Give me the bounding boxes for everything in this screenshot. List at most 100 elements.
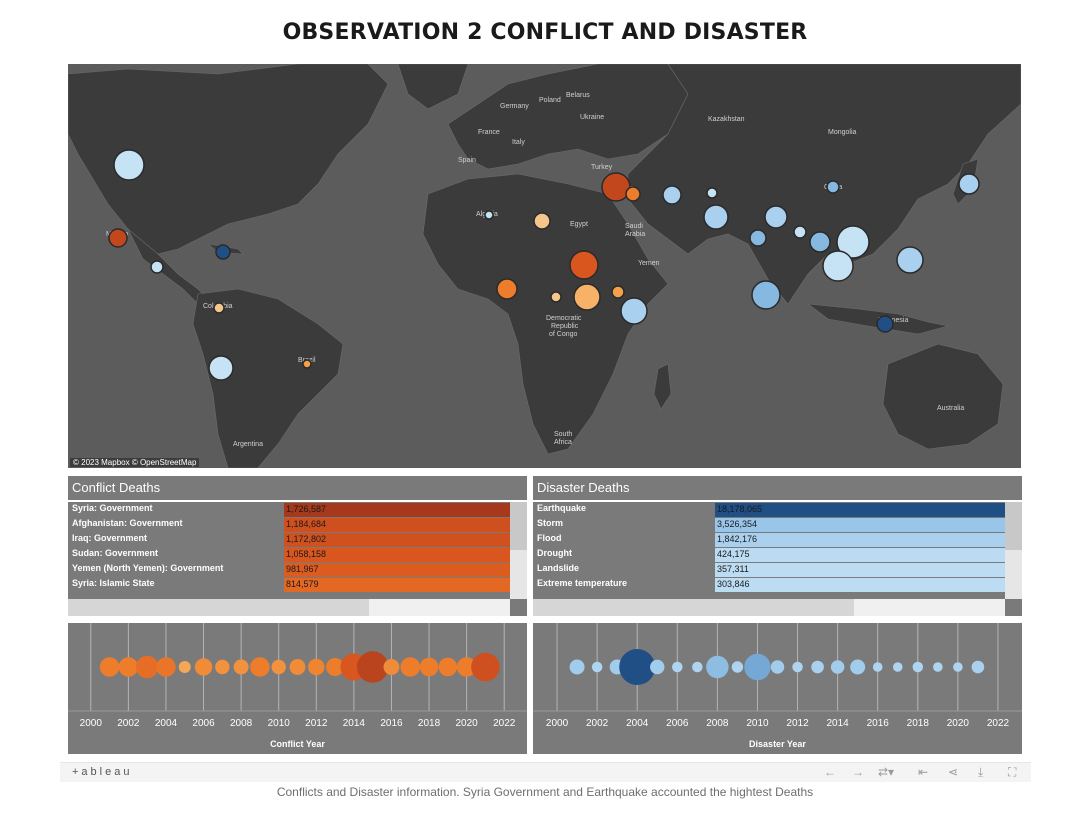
year-bubble[interactable] (326, 658, 345, 676)
year-bubble[interactable] (215, 659, 230, 675)
year-bubble[interactable] (830, 660, 845, 674)
year-bubble[interactable] (731, 661, 744, 673)
scroll-thumb[interactable] (68, 599, 369, 616)
map-marker[interactable] (896, 246, 924, 274)
year-bubble[interactable] (933, 662, 943, 672)
tableau-logo[interactable]: +ableau (72, 766, 133, 778)
year-bubble[interactable] (471, 652, 500, 682)
map-marker[interactable] (569, 250, 599, 280)
year-bubble[interactable] (419, 657, 439, 677)
map-marker[interactable] (620, 297, 648, 325)
year-bubble[interactable] (872, 662, 883, 672)
map-marker[interactable] (764, 205, 788, 229)
map-marker[interactable] (703, 204, 729, 230)
map-attribution[interactable]: © 2023 Mapbox © OpenStreetMap (70, 458, 200, 467)
year-bubble[interactable] (591, 661, 603, 673)
table-row[interactable]: Storm 3,526,354 (533, 517, 1022, 532)
map-marker[interactable] (215, 244, 231, 260)
horizontal-scrollbar[interactable] (533, 599, 1005, 616)
map-marker[interactable] (751, 280, 781, 310)
redo-icon[interactable]: → (852, 765, 864, 779)
table-row[interactable]: Syria: Government 1,726,587 (68, 502, 527, 517)
year-bubble[interactable] (438, 657, 458, 677)
map-marker[interactable] (611, 285, 625, 299)
share-icon[interactable]: ⋖ (948, 765, 959, 779)
table-row[interactable]: Earthquake 18,178,065 (533, 502, 1022, 517)
map-marker[interactable] (822, 250, 854, 282)
year-bubble[interactable] (308, 658, 325, 676)
map-marker[interactable] (749, 229, 767, 247)
scroll-thumb[interactable] (1005, 502, 1022, 550)
year-bubble[interactable] (194, 658, 213, 676)
year-bubble[interactable] (706, 655, 729, 679)
map-marker[interactable] (213, 302, 225, 314)
scroll-thumb[interactable] (533, 599, 854, 616)
year-bubble[interactable] (569, 659, 585, 675)
vertical-scrollbar[interactable] (510, 502, 527, 599)
year-bubble[interactable] (744, 653, 771, 681)
year-bubble[interactable] (135, 655, 159, 679)
world-map[interactable]: Germany Poland Belarus Ukraine France It… (68, 64, 1021, 468)
map-marker[interactable] (876, 315, 894, 333)
table-row[interactable]: Syria: Islamic State 814,579 (68, 577, 527, 592)
year-bubble[interactable] (118, 657, 139, 677)
map-marker[interactable] (113, 149, 145, 181)
map-marker[interactable] (108, 228, 128, 248)
reset-icon[interactable]: ⇤ (918, 765, 929, 779)
map-marker[interactable] (208, 355, 234, 381)
horizontal-scrollbar[interactable] (68, 599, 510, 616)
year-bubble[interactable] (250, 657, 270, 677)
map-marker[interactable] (302, 359, 312, 369)
map-marker[interactable] (533, 212, 551, 230)
year-bubble[interactable] (383, 659, 400, 675)
year-bubble[interactable] (233, 659, 249, 675)
map-marker[interactable] (550, 291, 562, 303)
year-bubble[interactable] (156, 657, 176, 677)
year-bubble[interactable] (971, 660, 985, 674)
year-bubble[interactable] (692, 661, 703, 673)
conflict-year-timeline[interactable]: 2000 2002 2004 2006 2008 2010 2012 2014 2016 2018… (68, 623, 527, 754)
year-bubble[interactable] (650, 659, 665, 675)
year-bubble[interactable] (619, 649, 656, 685)
map-marker[interactable] (662, 185, 682, 205)
fullscreen-icon[interactable]: ⛶ (1008, 765, 1017, 779)
disaster-deaths-table[interactable]: Earthquake 18,178,065 Storm 3,526,354 Flood 1… (533, 502, 1022, 616)
year-bubble[interactable] (672, 661, 683, 673)
table-row[interactable]: Landslide 357,311 (533, 562, 1022, 577)
table-row[interactable]: Iraq: Government 1,172,802 (68, 532, 527, 547)
map-marker[interactable] (150, 260, 164, 274)
year-bubble[interactable] (178, 661, 191, 673)
year-bubble[interactable] (400, 657, 421, 677)
year-bubble[interactable] (811, 660, 824, 674)
year-bubble[interactable] (850, 659, 866, 675)
year-bubble[interactable] (953, 662, 963, 672)
conflict-deaths-table[interactable]: Syria: Government 1,726,587 Afghanistan: G… (68, 502, 527, 616)
year-bubble[interactable] (912, 661, 924, 673)
undo-icon[interactable]: ← (824, 765, 836, 779)
table-row[interactable]: Yemen (North Yemen): Government 981,967 (68, 562, 527, 577)
table-row[interactable]: Extreme temperature 303,846 (533, 577, 1022, 592)
map-marker[interactable] (836, 225, 870, 259)
download-icon[interactable]: ⤓ (978, 765, 984, 779)
year-bubble[interactable] (456, 657, 477, 677)
map-marker[interactable] (958, 173, 980, 195)
scroll-thumb[interactable] (510, 502, 527, 550)
table-row[interactable]: Flood 1,842,176 (533, 532, 1022, 547)
year-bubble[interactable] (271, 659, 286, 675)
year-bubble[interactable] (289, 659, 306, 675)
map-marker[interactable] (826, 180, 840, 194)
revert-icon[interactable]: ⇄▾ (878, 765, 895, 779)
table-row[interactable]: Drought 424,175 (533, 547, 1022, 562)
map-marker[interactable] (793, 225, 807, 239)
map-marker[interactable] (496, 278, 518, 300)
map-marker[interactable] (573, 283, 601, 311)
map-marker[interactable] (625, 186, 641, 202)
table-row[interactable]: Afghanistan: Government 1,184,684 (68, 517, 527, 532)
year-bubble[interactable] (792, 661, 803, 673)
vertical-scrollbar[interactable] (1005, 502, 1022, 599)
map-marker[interactable] (706, 187, 718, 199)
year-bubble[interactable] (356, 651, 389, 683)
map-marker[interactable] (484, 210, 494, 220)
map-marker[interactable] (809, 231, 831, 253)
year-bubble[interactable] (770, 660, 785, 674)
